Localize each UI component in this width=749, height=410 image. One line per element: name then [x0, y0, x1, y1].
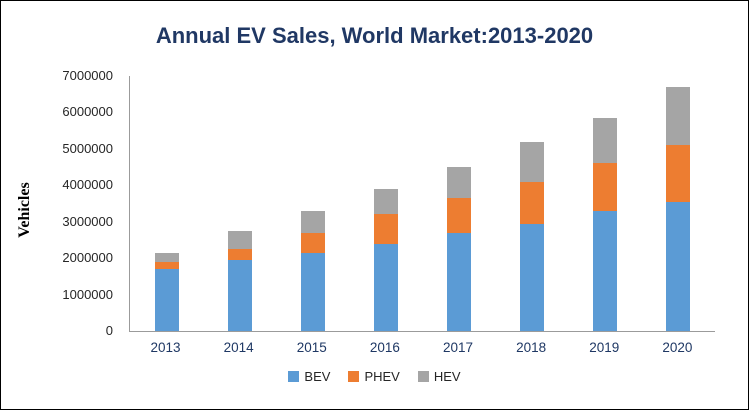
- bar-segment-phev: [593, 163, 618, 211]
- legend-label: BEV: [304, 369, 331, 384]
- y-tick-label: 7000000: [62, 68, 113, 83]
- legend-item-bev: BEV: [288, 369, 330, 384]
- bar-segment-bev: [666, 201, 691, 331]
- x-tick-label: 2019: [589, 340, 620, 355]
- bar-segment-phev: [227, 249, 252, 260]
- bar-segment-phev: [666, 145, 691, 202]
- bar-segment-hev: [227, 230, 252, 250]
- bar-segment-phev: [300, 232, 325, 253]
- bar-segment-bev: [447, 232, 472, 331]
- bar-segment-hev: [666, 86, 691, 146]
- stacked-bar-2015: [300, 210, 325, 331]
- bar-segment-hev: [447, 167, 472, 199]
- x-tick-label: 2018: [516, 340, 547, 355]
- legend-item-hev: HEV: [417, 369, 461, 384]
- y-tick-label: 3000000: [62, 213, 113, 229]
- plot-area: [129, 76, 715, 332]
- bar-segment-hev: [520, 141, 545, 182]
- bar-segment-phev: [373, 214, 398, 244]
- bar-segment-bev: [373, 243, 398, 331]
- y-tick-label: 0: [105, 323, 113, 338]
- x-tick-label: 2013: [150, 340, 181, 355]
- x-tick-label: 2014: [223, 340, 254, 355]
- bar-segment-phev: [520, 181, 545, 224]
- chart-title: Annual EV Sales, World Market:2013-2020: [155, 23, 594, 48]
- y-tick-label: 5000000: [62, 140, 113, 156]
- legend-swatch-hev: [417, 371, 429, 382]
- y-axis-ticks: 0 1000000 2000000 3000000 4000000 5000000 6000…: [1, 69, 121, 338]
- y-tick-label: 1000000: [62, 286, 113, 302]
- bar-segment-bev: [300, 252, 325, 331]
- bar-segment-bev: [227, 259, 252, 331]
- bar-segment-phev: [154, 261, 179, 270]
- stacked-bar-2018: [520, 141, 545, 331]
- stacked-bar-2016: [373, 188, 398, 331]
- stacked-bar-2014: [227, 230, 252, 331]
- bar-segment-hev: [373, 188, 398, 215]
- bar-segment-bev: [154, 269, 179, 331]
- x-tick-label: 2016: [369, 340, 400, 355]
- bar-segment-bev: [593, 210, 618, 331]
- bar-segment-bev: [520, 223, 545, 331]
- bar-segment-hev: [593, 117, 618, 164]
- stacked-bar-2013: [154, 252, 179, 331]
- bar-segment-hev: [154, 252, 179, 262]
- y-tick-label: 2000000: [62, 250, 113, 266]
- y-tick-label: 6000000: [62, 104, 113, 120]
- x-tick-label: 2020: [662, 340, 693, 355]
- legend-label: HEV: [433, 369, 461, 384]
- stacked-bar-2020: [666, 86, 691, 331]
- stacked-bar-2017: [447, 167, 472, 331]
- bar-segment-hev: [300, 210, 325, 233]
- x-axis-labels: 2013 2014 2015 2016 2017 2018 2019 2020: [129, 340, 714, 355]
- y-tick-label: 4000000: [62, 177, 113, 193]
- stacked-bar-2019: [593, 117, 618, 331]
- x-tick-label: 2017: [443, 340, 474, 355]
- legend-swatch-phev: [348, 371, 360, 382]
- legend: BEV PHEV HEV: [1, 369, 748, 384]
- legend-item-phev: PHEV: [348, 369, 400, 384]
- bar-segment-phev: [447, 198, 472, 233]
- x-tick-label: 2015: [296, 340, 327, 355]
- legend-label: PHEV: [364, 369, 400, 384]
- legend-swatch-bev: [288, 371, 300, 382]
